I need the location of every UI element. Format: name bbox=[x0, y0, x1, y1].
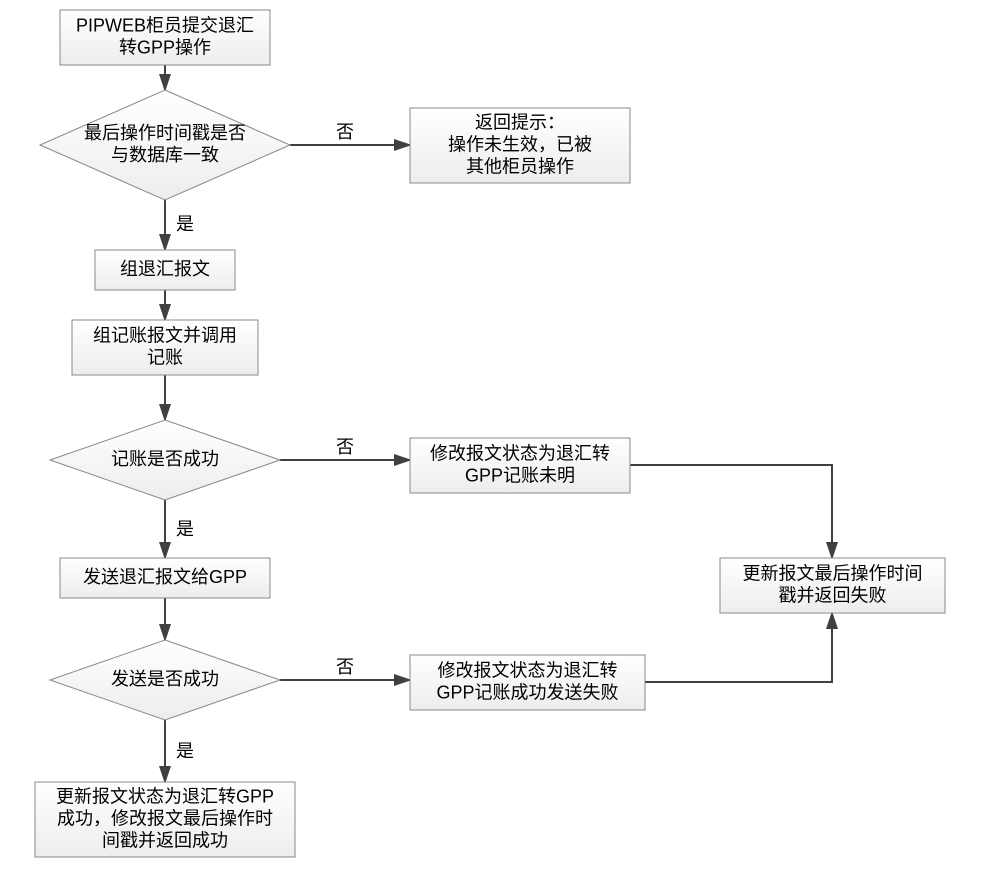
node-label: 记账 bbox=[147, 347, 183, 367]
node-d3: 发送是否成功 bbox=[50, 640, 280, 720]
node-label: 修改报文状态为退汇转 bbox=[438, 660, 618, 680]
node-n2: 返回提示：操作未生效，已被其他柜员操作 bbox=[410, 108, 630, 183]
node-label: 更新报文最后操作时间 bbox=[743, 563, 923, 583]
node-label: 组记账报文并调用 bbox=[93, 325, 237, 345]
node-label: 返回提示： bbox=[475, 112, 565, 132]
edge-label: 是 bbox=[176, 741, 194, 761]
node-d2: 记账是否成功 bbox=[50, 420, 280, 500]
node-label: 戳并返回失败 bbox=[779, 585, 887, 605]
nodes-layer: PIPWEB柜员提交退汇转GPP操作最后操作时间戳是否与数据库一致 返回提示：操作… bbox=[35, 10, 945, 857]
node-label: 发送是否成功 bbox=[111, 669, 219, 689]
node-label: GPP记账未明 bbox=[465, 465, 575, 485]
node-n8: 更新报文最后操作时间戳并返回失败 bbox=[720, 558, 945, 613]
node-label: 更新报文状态为退汇转GPP bbox=[56, 786, 274, 806]
flowchart-canvas: 否是否是否是 PIPWEB柜员提交退汇转GPP操作最后操作时间戳是否与数据库一致… bbox=[0, 0, 1000, 886]
node-label: 间戳并返回成功 bbox=[102, 830, 228, 850]
node-label: 其他柜员操作 bbox=[466, 156, 574, 176]
node-label: 成功，修改报文最后操作时 bbox=[57, 808, 273, 828]
node-n9: 更新报文状态为退汇转GPP成功，修改报文最后操作时间戳并返回成功 bbox=[35, 782, 295, 857]
node-n4: 组记账报文并调用记账 bbox=[72, 320, 258, 375]
node-label: 与数据库一致 bbox=[111, 145, 219, 165]
node-n6: 发送退汇报文给GPP bbox=[60, 558, 270, 598]
edge-label: 是 bbox=[176, 519, 194, 539]
edge-label: 是 bbox=[176, 214, 194, 234]
edge-label: 否 bbox=[336, 122, 354, 142]
node-label: 转GPP操作 bbox=[119, 37, 211, 57]
node-label: 修改报文状态为退汇转 bbox=[430, 443, 610, 463]
node-n5: 修改报文状态为退汇转GPP记账未明 bbox=[410, 438, 630, 493]
node-d1: 最后操作时间戳是否与数据库一致 bbox=[40, 90, 290, 200]
node-label: 组退汇报文 bbox=[120, 259, 210, 279]
node-n3: 组退汇报文 bbox=[95, 250, 235, 290]
node-label: GPP记账成功发送失败 bbox=[436, 682, 618, 702]
edge bbox=[645, 613, 832, 682]
node-label: 发送退汇报文给GPP bbox=[83, 567, 247, 587]
node-n1: PIPWEB柜员提交退汇转GPP操作 bbox=[60, 10, 270, 65]
node-label: PIPWEB柜员提交退汇 bbox=[76, 15, 254, 35]
node-label: 最后操作时间戳是否 bbox=[84, 123, 246, 143]
edge-label: 否 bbox=[336, 657, 354, 677]
node-label: 记账是否成功 bbox=[111, 449, 219, 469]
edge bbox=[630, 465, 832, 558]
node-label: 操作未生效，已被 bbox=[448, 134, 592, 154]
node-n7: 修改报文状态为退汇转GPP记账成功发送失败 bbox=[410, 655, 645, 710]
edge-label: 否 bbox=[336, 437, 354, 457]
